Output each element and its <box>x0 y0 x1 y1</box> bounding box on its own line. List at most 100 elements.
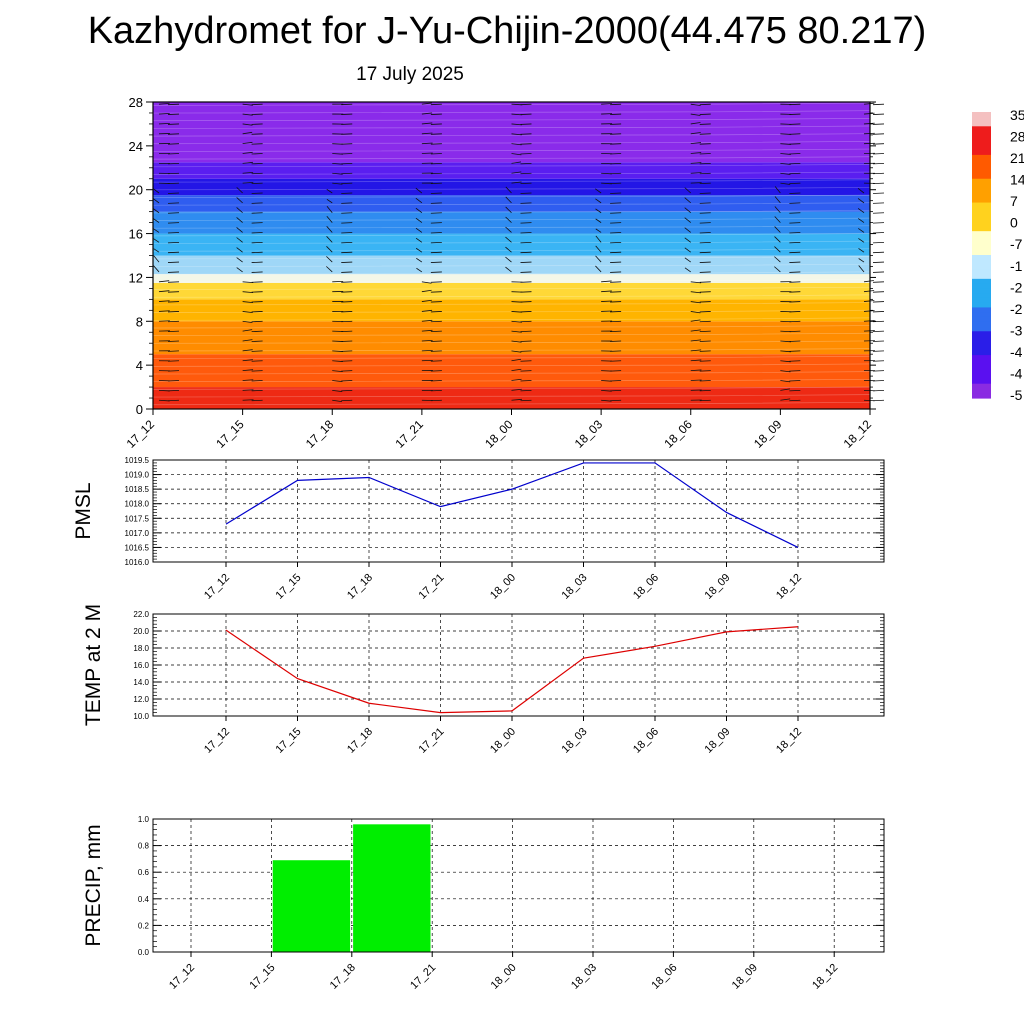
wind-barb <box>780 172 791 175</box>
wind-barb <box>167 370 180 372</box>
wind-barb <box>520 222 532 224</box>
wind-barb <box>610 103 622 106</box>
colorbar-swatch <box>972 374 991 380</box>
y-axis-label: TEMP at 2 M <box>82 604 105 726</box>
heat-band <box>153 282 870 300</box>
wind-barb <box>242 291 254 294</box>
x-tick-label: 18_06 <box>631 572 661 602</box>
wind-barb <box>242 103 253 106</box>
wind-barb <box>872 113 885 115</box>
wind-barb <box>242 320 253 324</box>
colorbar-swatch <box>972 193 991 199</box>
wind-barb <box>872 360 885 362</box>
wind-barb <box>341 389 353 392</box>
wind-barb <box>610 320 622 323</box>
wind-barb <box>326 266 333 273</box>
wind-barb <box>511 330 522 333</box>
wind-barb <box>520 370 532 372</box>
colorbar-label: -3 <box>1010 322 1023 338</box>
colorbar-swatch <box>972 340 991 347</box>
wind-barb <box>789 103 801 106</box>
y-tick-label: 1019.5 <box>125 456 150 465</box>
wind-barb <box>242 379 254 381</box>
wind-barb <box>152 198 160 204</box>
wind-barb <box>430 380 442 382</box>
wind-barb <box>430 360 442 362</box>
wind-barb <box>601 380 612 382</box>
wind-barb <box>520 212 532 214</box>
wind-barb <box>158 300 170 302</box>
panel-frame <box>152 818 885 953</box>
wind-barb <box>789 212 801 214</box>
wind-barb <box>341 143 353 145</box>
wind-barb <box>251 182 263 185</box>
colorbar-swatch <box>972 121 991 127</box>
wind-barb <box>789 350 801 352</box>
colorbar-swatch <box>972 364 991 370</box>
wind-barb <box>326 216 333 223</box>
wind-barb <box>690 319 701 322</box>
wind-barb <box>167 172 180 175</box>
wind-barb <box>520 380 532 382</box>
colorbar-swatch <box>972 216 991 223</box>
wind-barb <box>610 143 622 145</box>
colorbar-swatch <box>972 207 991 213</box>
wind-barb <box>774 236 781 243</box>
wind-barb <box>601 399 612 402</box>
wind-barb <box>520 202 532 204</box>
wind-barb <box>699 182 711 185</box>
colorbar-swatch <box>972 159 991 166</box>
wind-barb <box>167 212 180 214</box>
y-tick-label: 4 <box>136 358 143 373</box>
wind-barb <box>421 132 433 135</box>
wind-barb <box>167 271 180 273</box>
colorbar-swatch <box>972 350 991 356</box>
wind-barb <box>511 153 522 156</box>
colorbar-label: -1 <box>1010 258 1023 274</box>
wind-barb <box>872 192 885 194</box>
wind-barb <box>780 133 792 135</box>
x-tick-label: 17_12 <box>167 962 197 992</box>
wind-barb <box>341 380 353 382</box>
wind-barb <box>505 216 512 223</box>
colorbar-label: 35 <box>1010 107 1024 123</box>
wind-barb <box>153 228 160 233</box>
wind-barb <box>251 320 263 323</box>
wind-barb <box>158 399 170 402</box>
wind-barb <box>341 261 353 263</box>
wind-barb <box>158 112 170 115</box>
wind-barb <box>167 133 180 135</box>
cross-section-chart: 0 4 8 12 16 20 24 28 17_12 17_15 17_18 17_21 18_00 18… <box>124 95 885 451</box>
wind-barb <box>699 399 711 402</box>
wind-barb <box>520 320 532 323</box>
wind-barb <box>421 309 433 312</box>
colorbar-swatch <box>972 293 991 299</box>
colorbar-swatch <box>972 331 991 337</box>
wind-barb <box>699 222 711 224</box>
wind-barb <box>251 261 263 263</box>
wind-barb <box>511 311 523 313</box>
x-tick-label: 18_00 <box>482 417 516 451</box>
x-tick-label: 18_00 <box>488 726 518 756</box>
wind-barb <box>595 265 602 273</box>
wind-barb <box>863 290 875 293</box>
colorbar-label: -7 <box>1010 236 1023 252</box>
wind-barb <box>167 399 180 402</box>
wind-barb <box>610 330 622 333</box>
colorbar-swatch <box>972 383 991 390</box>
colorbar-swatch <box>972 235 991 242</box>
wind-barb <box>341 113 353 115</box>
wind-barb <box>858 238 865 243</box>
wind-barb <box>242 311 253 314</box>
colorbar-swatch <box>972 393 991 399</box>
wind-barb <box>341 251 353 254</box>
wind-barb <box>505 186 512 194</box>
wind-barb <box>699 232 711 234</box>
colorbar-label: 21 <box>1010 150 1024 166</box>
wind-barb <box>872 133 885 135</box>
wind-barb <box>863 102 875 105</box>
wind-barb <box>699 163 711 165</box>
wind-barb <box>610 370 622 372</box>
wind-barb <box>789 399 801 402</box>
wind-barb <box>690 339 701 342</box>
